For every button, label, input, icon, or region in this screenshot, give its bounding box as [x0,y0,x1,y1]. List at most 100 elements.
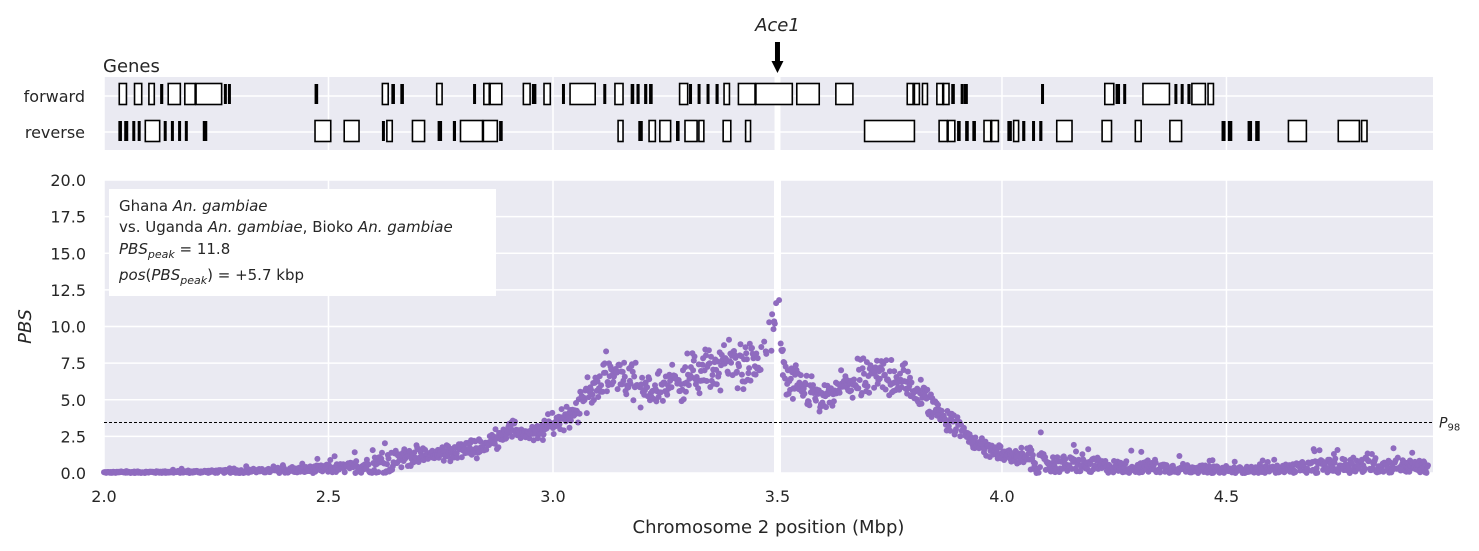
gene-forward [522,82,531,106]
gene-reverse [411,119,426,143]
y-tick-label: 20.0 [50,171,86,190]
gene-annotation: Ace1 [754,15,800,73]
gene-forward [697,84,701,104]
data-point [656,368,663,375]
gene-forward [795,82,821,106]
data-point [379,449,385,456]
y-tick-label: 17.5 [50,208,86,227]
data-point [483,446,490,453]
gene-reverse [386,119,394,143]
genes-gap [774,77,781,150]
gene-forward [678,82,689,106]
data-point [341,469,348,476]
x-tick-label: 2.0 [91,487,116,506]
data-point [1123,458,1130,465]
gene-forward [755,82,794,106]
data-point [861,370,867,377]
x-axis-label: Chromosome 2 position (Mbp) [633,517,905,538]
data-point [717,387,724,394]
data-point [1264,459,1271,465]
gene-reverse [1007,121,1012,141]
data-point [808,373,815,380]
data-point [777,340,784,347]
data-point [664,391,671,398]
data-point [398,464,405,471]
gene-forward [835,82,854,106]
data-point [947,427,954,434]
x-tick-label: 2.5 [316,487,341,506]
data-point [1157,469,1163,476]
data-point [1314,469,1321,476]
data-point [644,384,651,391]
data-point [721,342,727,349]
data-point [954,414,961,421]
gene-reverse [437,121,443,141]
data-point [1126,469,1133,476]
gene-reverse [1039,121,1043,141]
data-point [706,360,713,367]
data-point [797,372,804,379]
gene-forward [913,82,921,106]
y-tick-label: 2.5 [61,427,86,446]
data-point [856,377,863,383]
gene-reverse [1287,119,1308,143]
gene-reverse [1032,121,1036,141]
data-point [1079,451,1086,458]
data-point [1070,441,1077,448]
gene-forward [1191,82,1207,106]
data-point [787,375,794,382]
x-tick-label: 3.0 [540,487,565,506]
data-point [708,353,714,360]
gene-forward [936,82,944,106]
data-point [1366,458,1373,464]
threshold-label: P98 [1439,415,1460,433]
data-point [753,350,760,357]
data-point [997,443,1004,450]
data-point [907,374,913,381]
data-point [589,391,596,398]
data-point [752,371,759,378]
data-point [1332,455,1339,462]
data-point [549,409,556,416]
data-point [669,361,676,368]
gene-reverse [499,121,503,141]
data-point [705,347,712,354]
data-point [629,368,636,375]
data-point [761,338,768,345]
data-point [584,374,591,381]
data-point [583,410,590,417]
gene-reverse [863,119,916,143]
data-point [746,365,753,372]
data-point [855,385,862,392]
data-point [903,378,910,385]
data-point [1128,447,1135,454]
data-point [596,373,603,380]
gene-forward [603,84,607,104]
data-point [495,444,502,451]
gene-reverse [1221,121,1226,141]
data-point [806,402,813,409]
data-point [327,457,334,463]
data-point [385,455,392,462]
gene-reverse [178,121,182,141]
gene-forward [569,82,596,106]
data-point [1406,468,1413,475]
gene-forward [960,84,964,104]
data-point [747,377,754,384]
data-point [883,357,890,364]
data-point [768,347,775,354]
data-point [1334,447,1341,453]
gene-reverse [965,121,969,141]
data-point [866,389,873,396]
data-point [365,461,372,468]
data-point [1316,447,1323,454]
data-point [381,440,388,447]
data-point [714,358,721,365]
genes-panel-title: Genes [103,56,160,77]
gene-reverse [452,121,457,141]
data-point [1409,449,1416,456]
data-point [422,446,429,453]
gene-forward [1180,84,1184,104]
data-point [738,371,745,378]
data-point [886,368,893,375]
